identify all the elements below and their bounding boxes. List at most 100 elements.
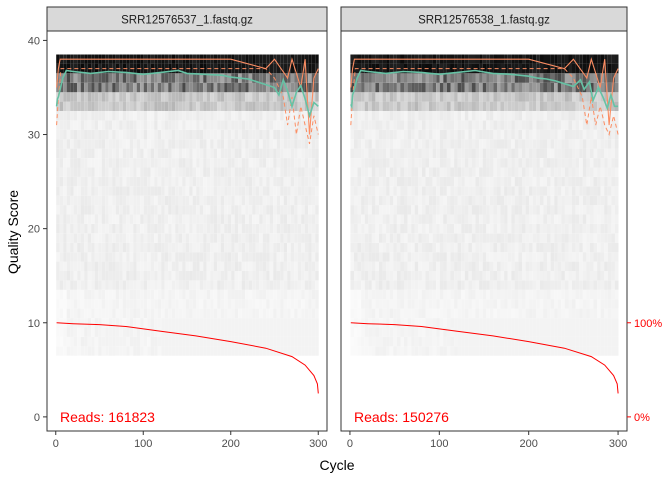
heatmap-cell bbox=[543, 346, 547, 356]
heatmap-cell bbox=[164, 195, 169, 206]
heatmap-cell bbox=[543, 186, 547, 196]
heatmap-cell bbox=[150, 280, 155, 290]
heatmap-cell bbox=[607, 101, 612, 111]
heatmap-cell bbox=[500, 158, 505, 168]
heatmap-cell bbox=[269, 148, 274, 158]
heatmap-cell bbox=[439, 158, 444, 168]
heatmap-cell bbox=[357, 129, 362, 140]
heatmap-cell bbox=[94, 195, 99, 206]
heatmap-cell bbox=[287, 336, 291, 347]
heatmap-cell bbox=[262, 261, 267, 271]
heatmap-cell bbox=[482, 252, 487, 262]
heatmap-cell bbox=[224, 299, 228, 309]
heatmap-cell bbox=[157, 242, 162, 253]
heatmap-cell bbox=[238, 223, 242, 234]
heatmap-cell bbox=[414, 289, 419, 300]
heatmap-cell bbox=[371, 233, 376, 243]
heatmap-cell bbox=[479, 271, 483, 281]
heatmap-cell bbox=[80, 223, 85, 234]
heatmap-cell bbox=[493, 148, 497, 158]
heatmap-cell bbox=[450, 111, 455, 121]
heatmap-cell bbox=[439, 299, 444, 309]
heatmap-cell bbox=[529, 54, 533, 64]
heatmap-cell bbox=[357, 299, 362, 309]
heatmap-cell bbox=[429, 327, 433, 337]
heatmap-cell bbox=[386, 205, 390, 215]
heatmap-cell bbox=[276, 120, 281, 130]
heatmap-cell bbox=[589, 261, 594, 271]
heatmap-cell bbox=[56, 158, 60, 168]
heatmap-cell bbox=[56, 195, 60, 206]
heatmap-cell bbox=[586, 214, 590, 224]
heatmap-cell bbox=[276, 242, 281, 253]
heatmap-cell bbox=[154, 271, 158, 281]
heatmap-cell bbox=[486, 92, 490, 102]
heatmap-cell bbox=[436, 346, 440, 356]
heatmap-cell bbox=[475, 308, 480, 318]
heatmap-cell bbox=[182, 346, 186, 356]
heatmap-cell bbox=[443, 289, 447, 300]
heatmap-cell bbox=[443, 252, 447, 262]
heatmap-cell bbox=[582, 176, 587, 187]
heatmap-cell bbox=[368, 101, 372, 111]
heatmap-cell bbox=[150, 242, 155, 253]
heatmap-cell bbox=[73, 223, 78, 234]
heatmap-cell bbox=[175, 299, 179, 309]
heatmap-cell bbox=[133, 271, 137, 281]
heatmap-cell bbox=[593, 176, 598, 187]
heatmap-cell bbox=[418, 111, 422, 121]
heatmap-cell bbox=[112, 214, 116, 224]
heatmap-cell bbox=[164, 92, 169, 102]
heatmap-cell bbox=[411, 223, 415, 234]
heatmap-cell bbox=[161, 195, 165, 206]
heatmap-cell bbox=[554, 346, 558, 356]
heatmap-cell bbox=[206, 73, 211, 83]
heatmap-cell bbox=[203, 346, 207, 356]
heatmap-cell bbox=[140, 336, 144, 347]
heatmap-cell bbox=[234, 336, 239, 347]
heatmap-cell bbox=[315, 92, 319, 102]
heatmap-cell bbox=[220, 73, 225, 83]
heatmap-cell bbox=[446, 82, 451, 93]
heatmap-cell bbox=[77, 73, 81, 83]
heatmap-cell bbox=[514, 280, 519, 290]
heatmap-cell bbox=[133, 346, 137, 356]
heatmap-cell bbox=[143, 120, 148, 130]
heatmap-cell bbox=[486, 129, 490, 140]
heatmap-cell bbox=[364, 176, 369, 187]
heatmap-cell bbox=[304, 120, 309, 130]
heatmap-cell bbox=[280, 299, 284, 309]
heatmap-cell bbox=[136, 148, 141, 158]
heatmap-cell bbox=[418, 261, 422, 271]
heatmap-cell bbox=[614, 346, 619, 356]
heatmap-cell bbox=[368, 223, 372, 234]
heatmap-cell bbox=[301, 73, 305, 83]
heatmap-cell bbox=[199, 176, 204, 187]
heatmap-cell bbox=[220, 195, 225, 206]
heatmap-cell bbox=[192, 73, 197, 83]
heatmap-cell bbox=[161, 205, 165, 215]
heatmap-cell bbox=[189, 327, 193, 337]
heatmap-cell bbox=[371, 186, 376, 196]
heatmap-cell bbox=[210, 120, 214, 130]
heatmap-cell bbox=[224, 346, 228, 356]
heatmap-cell bbox=[252, 252, 256, 262]
reads-remaining-line bbox=[350, 322, 619, 394]
y-tick-label: 30 bbox=[28, 130, 40, 142]
heatmap-cell bbox=[171, 289, 176, 300]
heatmap-cell bbox=[379, 186, 383, 196]
heatmap-cell bbox=[140, 158, 144, 168]
heatmap-cell bbox=[164, 101, 169, 111]
heatmap-cell bbox=[259, 308, 263, 318]
heatmap-cell bbox=[493, 299, 497, 309]
heatmap-cell bbox=[593, 346, 598, 356]
heatmap-cell bbox=[471, 242, 476, 253]
heatmap-cell bbox=[66, 186, 71, 196]
heatmap-cell bbox=[238, 346, 242, 356]
heatmap-cell bbox=[84, 280, 88, 290]
heatmap-cell bbox=[189, 120, 193, 130]
heatmap-cell bbox=[206, 252, 211, 262]
heatmap-cell bbox=[84, 195, 88, 206]
heatmap-cell bbox=[283, 195, 288, 206]
heatmap-cell bbox=[217, 176, 221, 187]
